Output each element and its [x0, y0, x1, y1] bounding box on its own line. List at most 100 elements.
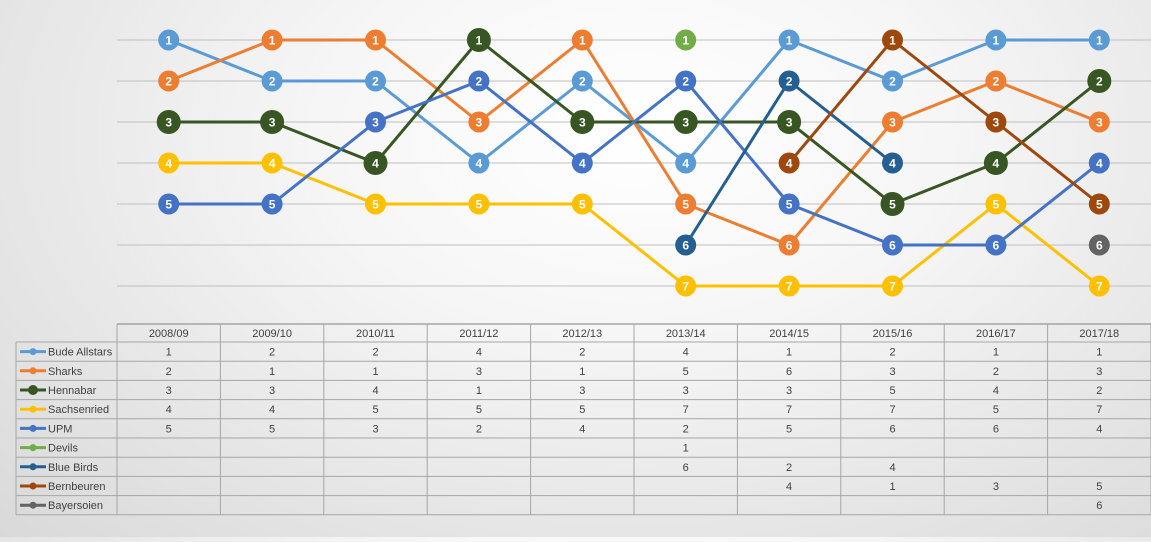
data-marker	[365, 193, 386, 215]
data-label: 3	[889, 116, 896, 130]
data-point: 5	[261, 193, 283, 215]
data-label: 5	[889, 198, 896, 212]
data-label: 3	[682, 116, 689, 130]
data-label: 5	[372, 198, 379, 212]
data-point: 5	[158, 193, 180, 215]
legend-marker	[28, 385, 38, 395]
data-marker	[778, 193, 800, 215]
data-point: 3	[1088, 111, 1110, 133]
legend-label: Bayersoien	[48, 500, 103, 512]
series-line-segment	[787, 120, 894, 206]
data-label: 1	[579, 34, 586, 48]
table-cell-value: 5	[889, 385, 895, 397]
data-label: 6	[682, 239, 689, 253]
data-point: 2	[985, 70, 1007, 92]
data-marker	[882, 234, 903, 256]
data-marker	[1088, 152, 1110, 174]
table-cell-value: 6	[683, 462, 689, 474]
data-marker	[571, 70, 593, 92]
data-point: 2	[571, 70, 593, 92]
data-label: 7	[1096, 280, 1103, 294]
table-cell-value: 1	[372, 366, 378, 378]
data-point: 4	[261, 152, 283, 174]
data-point: 4	[983, 151, 1008, 175]
data-point: 3	[570, 110, 595, 134]
data-point: 4	[158, 152, 180, 174]
data-label: 3	[372, 116, 379, 130]
series-line-segment	[787, 79, 894, 165]
series-line-segment	[374, 38, 481, 124]
table-cell-value: 3	[166, 385, 172, 397]
data-marker	[778, 275, 800, 297]
table-cell-value: 2	[786, 462, 792, 474]
table-cell-value: 2	[476, 423, 482, 435]
data-marker	[1088, 193, 1110, 215]
data-marker	[365, 29, 386, 51]
series-line-segment	[787, 120, 894, 247]
series-line-segment	[477, 79, 584, 165]
data-marker	[260, 110, 285, 134]
data-label: 6	[993, 239, 1000, 253]
series-line-segment	[270, 120, 377, 165]
series-line-segment	[994, 79, 1101, 165]
data-point: 3	[365, 111, 386, 133]
table-cell-value: 5	[683, 366, 689, 378]
table-cell-value: 1	[269, 366, 275, 378]
data-marker	[468, 70, 490, 92]
table-cell-value: 2	[166, 366, 172, 378]
data-marker	[261, 70, 283, 92]
legend-label: Devils	[48, 443, 78, 455]
data-marker	[675, 70, 697, 92]
data-marker	[675, 234, 697, 256]
table-cell-value: 5	[993, 404, 999, 416]
data-point: 5	[778, 193, 800, 215]
legend-entry: UPM	[20, 423, 72, 435]
data-point: 2	[778, 70, 800, 92]
data-point: 1	[571, 29, 593, 51]
data-point: 4	[1088, 152, 1110, 174]
data-label: 2	[682, 75, 689, 89]
data-label: 5	[993, 198, 1000, 212]
x-tick-label: 2009/10	[252, 328, 292, 340]
data-marker	[675, 152, 697, 174]
legend-marker	[29, 501, 37, 509]
series-lines	[167, 38, 1101, 288]
x-tick-label: 2014/15	[769, 328, 809, 340]
table-cell-value: 6	[1096, 500, 1102, 512]
data-marker	[985, 234, 1007, 256]
table-cell-value: 4	[476, 347, 482, 359]
series-line-segment	[374, 79, 481, 165]
x-tick-label: 2008/09	[149, 328, 189, 340]
data-label: 1	[1096, 34, 1103, 48]
data-label: 4	[269, 157, 276, 171]
data-label: 2	[269, 75, 276, 89]
data-label: 7	[889, 280, 896, 294]
data-label: 3	[476, 116, 483, 130]
data-marker	[1088, 234, 1110, 256]
data-label: 5	[476, 198, 483, 212]
data-label: 5	[1096, 198, 1103, 212]
data-point: 1	[778, 29, 800, 51]
legend-label: Bernbeuren	[48, 481, 106, 493]
table-cell-value: 3	[579, 385, 585, 397]
data-label: 2	[993, 75, 1000, 89]
table-cell-value: 5	[1096, 481, 1102, 493]
data-label: 4	[889, 157, 896, 171]
legend-entry: Blue Birds	[20, 462, 99, 474]
data-marker	[675, 29, 697, 51]
series-line-segment	[580, 79, 688, 165]
legend-label: Sharks	[48, 366, 83, 378]
legend-entry: Sachsenried	[20, 404, 109, 416]
table-cell-value: 3	[269, 385, 275, 397]
data-marker	[158, 193, 180, 215]
data-table: 2008/09 2009/10 2010/11 2011/12 2012/13 2013/…	[15, 323, 1151, 516]
data-label: 4	[993, 157, 1000, 171]
table-cell-value: 1	[476, 385, 482, 397]
data-label: 3	[269, 116, 276, 130]
data-label: 4	[579, 157, 586, 171]
data-marker	[158, 70, 180, 92]
table-cell-value: 2	[269, 347, 275, 359]
legend-marker	[29, 405, 37, 413]
data-marker	[882, 111, 903, 133]
data-point: 1	[882, 29, 903, 51]
